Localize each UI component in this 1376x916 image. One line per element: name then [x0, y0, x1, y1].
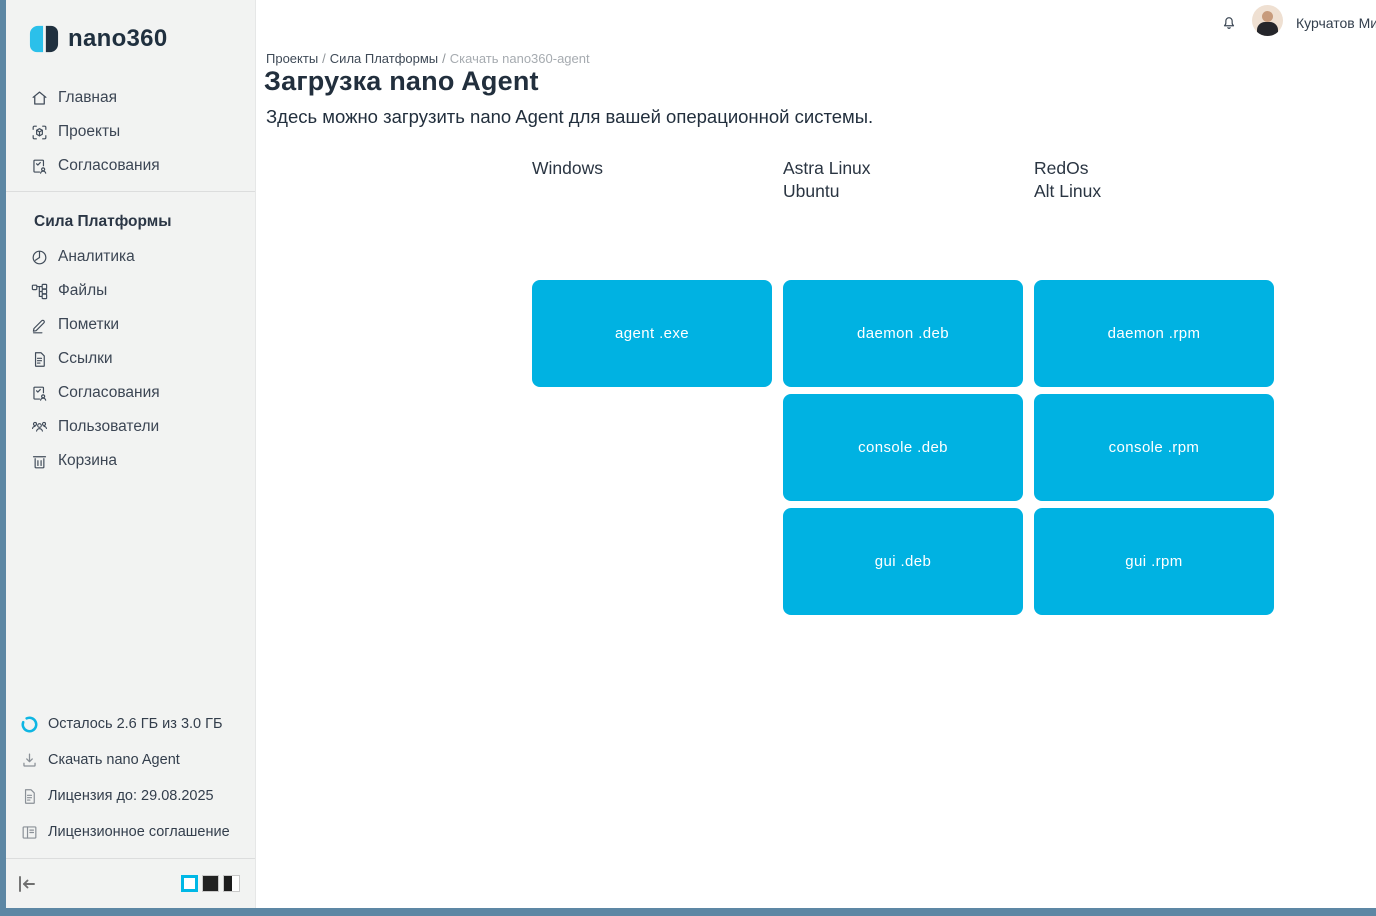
download-console-rpm-button[interactable]: console .rpm: [1034, 394, 1274, 501]
sidebar-section-title: Сила Платформы: [34, 213, 172, 230]
sidebar-item-label: Пользователи: [58, 418, 160, 435]
document-icon: [30, 350, 49, 369]
sidebar-item-label: Аналитика: [58, 248, 135, 265]
windows-column: agent .exe: [532, 280, 772, 615]
sidebar-item-approvals[interactable]: Согласования: [6, 149, 255, 183]
download-gui-rpm-button[interactable]: gui .rpm: [1034, 508, 1274, 615]
sidebar-item-analytics[interactable]: Аналитика: [6, 240, 255, 274]
notifications-bell-icon[interactable]: [1220, 12, 1238, 32]
breadcrumb-separator: /: [442, 51, 446, 66]
breadcrumb-current: Скачать nano360-agent: [449, 51, 590, 66]
os-header-redos-altlinux: RedOs Alt Linux: [1034, 158, 1102, 201]
files-tree-icon: [30, 282, 49, 301]
sidebar-item-projects[interactable]: Проекты: [6, 115, 255, 149]
rpm-column: daemon .rpm console .rpm gui .rpm: [1034, 280, 1274, 615]
avatar-body: [1257, 22, 1278, 36]
storage-remaining-label: Осталось 2.6 ГБ из 3.0 ГБ: [48, 716, 223, 732]
download-agent-label: Скачать nano Agent: [48, 752, 180, 768]
approvals-icon: [30, 384, 49, 403]
license-expiry-label: Лицензия до: 29.08.2025: [48, 788, 214, 804]
deb-column: daemon .deb console .deb gui .deb: [783, 280, 1023, 615]
sidebar-item-approvals-2[interactable]: Согласования: [6, 376, 255, 410]
sidebar: nano360 Главная Проекты Согласования: [6, 0, 256, 908]
sidebar-item-label: Согласования: [58, 157, 160, 174]
sidebar-item-users[interactable]: Пользователи: [6, 410, 255, 444]
users-icon: [30, 418, 49, 437]
sidebar-item-label: Пометки: [58, 316, 120, 333]
download-agent-exe-button[interactable]: agent .exe: [532, 280, 772, 387]
collapse-sidebar-icon[interactable]: [14, 872, 38, 896]
sidebar-item-files[interactable]: Файлы: [6, 274, 255, 308]
breadcrumb-separator: /: [322, 51, 326, 66]
sidebar-section-nav: Аналитика Файлы Пометки Ссылки: [6, 240, 255, 478]
os-column-headers: Windows Astra Linux Ubuntu RedOs Alt Lin…: [532, 157, 1274, 202]
download-icon: [20, 751, 39, 770]
pencil-icon: [30, 316, 49, 335]
approvals-icon: [30, 157, 49, 176]
window-frame-bottom: [0, 908, 1376, 916]
download-agent-link[interactable]: Скачать nano Agent: [20, 742, 255, 778]
sidebar-divider: [6, 191, 255, 192]
sidebar-item-label: Согласования: [58, 384, 160, 401]
sidebar-item-label: Проекты: [58, 123, 121, 140]
home-icon: [30, 89, 49, 108]
breadcrumb-platform[interactable]: Сила Платформы: [329, 51, 439, 66]
theme-dark-button[interactable]: [202, 875, 219, 892]
sidebar-bottom: Осталось 2.6 ГБ из 3.0 ГБ Скачать nano A…: [6, 706, 255, 908]
analytics-icon: [30, 248, 49, 267]
sidebar-item-label: Ссылки: [58, 350, 113, 367]
license-agreement-link[interactable]: Лицензионное соглашение: [20, 814, 255, 850]
sidebar-item-label: Главная: [58, 89, 117, 106]
user-name[interactable]: Курчатов Ми: [1296, 15, 1376, 31]
sidebar-main-nav: Главная Проекты Согласования: [6, 81, 255, 183]
projects-icon: [30, 123, 49, 142]
page-title: Загрузка nano Agent: [264, 66, 539, 96]
breadcrumb-projects[interactable]: Проекты: [266, 51, 319, 66]
os-header-astra-ubuntu: Astra Linux Ubuntu: [783, 158, 871, 201]
sidebar-item-trash[interactable]: Корзина: [6, 444, 255, 478]
sidebar-item-links[interactable]: Ссылки: [6, 342, 255, 376]
avatar-head: [1262, 11, 1273, 22]
agreement-icon: [20, 823, 39, 842]
sidebar-footer: [6, 858, 255, 908]
download-daemon-rpm-button[interactable]: daemon .rpm: [1034, 280, 1274, 387]
theme-switcher: [181, 875, 240, 892]
theme-light-button[interactable]: [181, 875, 198, 892]
storage-remaining: Осталось 2.6 ГБ из 3.0 ГБ: [20, 706, 255, 742]
sidebar-item-label: Корзина: [58, 452, 118, 469]
license-icon: [20, 787, 39, 806]
user-avatar[interactable]: [1252, 5, 1283, 36]
download-buttons-grid: agent .exe daemon .deb console .deb gui …: [532, 280, 1274, 615]
page-subtitle: Здесь можно загрузить nano Agent для ваш…: [266, 106, 874, 127]
storage-ring-icon: [20, 715, 39, 734]
sidebar-info-list: Осталось 2.6 ГБ из 3.0 ГБ Скачать nano A…: [6, 706, 255, 850]
theme-mixed-button[interactable]: [223, 875, 240, 892]
download-daemon-deb-button[interactable]: daemon .deb: [783, 280, 1023, 387]
breadcrumb: Проекты / Сила Платформы / Скачать nano360-a…: [266, 51, 590, 66]
brand-name: nano360: [68, 25, 168, 52]
license-agreement-label: Лицензионное соглашение: [48, 824, 230, 840]
sidebar-item-home[interactable]: Главная: [6, 81, 255, 115]
sidebar-item-notes[interactable]: Пометки: [6, 308, 255, 342]
trash-icon: [30, 452, 49, 471]
license-expiry: Лицензия до: 29.08.2025: [20, 778, 255, 814]
download-gui-deb-button[interactable]: gui .deb: [783, 508, 1023, 615]
download-console-deb-button[interactable]: console .deb: [783, 394, 1023, 501]
brand-logo[interactable]: nano360: [28, 22, 255, 56]
nano360-logo-icon: [28, 24, 60, 54]
window-frame-left: [0, 0, 6, 916]
os-header-windows: Windows: [532, 158, 603, 178]
sidebar-item-label: Файлы: [58, 282, 108, 299]
